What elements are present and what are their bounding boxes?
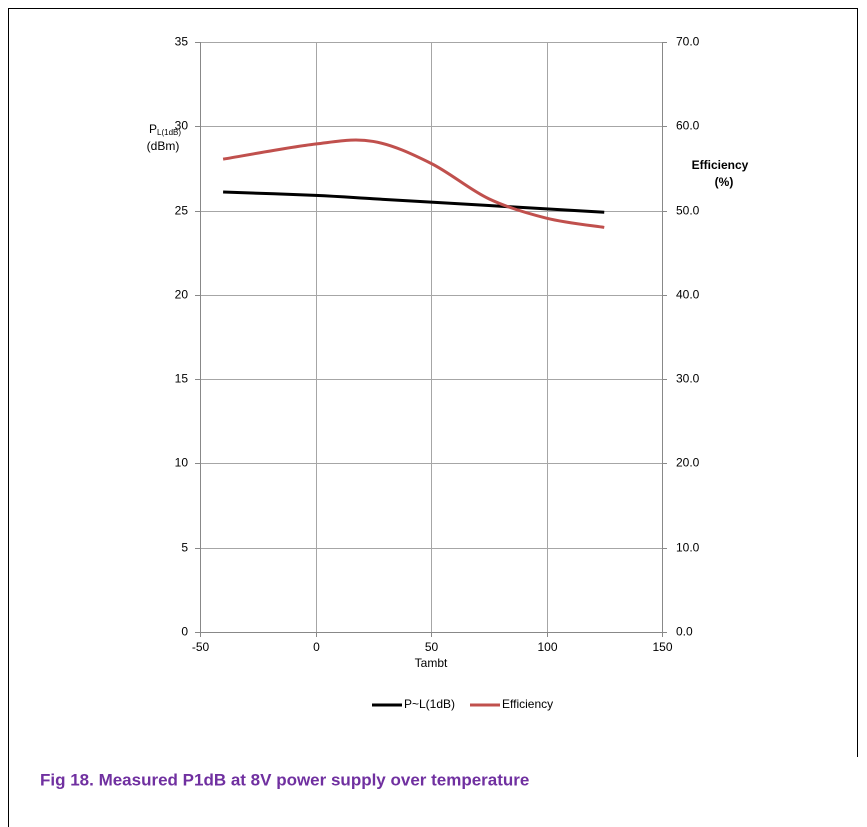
y2-tick-label: 60.0 <box>676 119 700 133</box>
y-tick-label: 20 <box>175 288 189 302</box>
y2-tick-label: 40.0 <box>676 288 700 302</box>
y2-tick-label: 20.0 <box>676 456 700 470</box>
y-label-sub: L(1dB) <box>157 128 181 137</box>
caption: Fig 18. Measured P1dB at 8V power supply… <box>40 770 529 789</box>
y2-tick-label: 0.0 <box>676 625 693 639</box>
x-tick-label: -50 <box>192 640 210 654</box>
y2-label-unit: (%) <box>715 175 734 189</box>
y-label-unit: (dBm) <box>147 139 180 153</box>
y-tick-label: 15 <box>175 372 189 386</box>
legend-label: Efficiency <box>502 697 553 711</box>
legend-label: P~L(1dB) <box>404 697 455 711</box>
y-tick-label: 0 <box>181 625 188 639</box>
y2-tick-label: 30.0 <box>676 372 700 386</box>
y-tick-label: 10 <box>175 456 189 470</box>
x-tick-label: 150 <box>652 640 672 654</box>
y-label-main: P <box>149 122 157 136</box>
x-tick-label: 0 <box>313 640 320 654</box>
y-label: PL(1dB) <box>149 122 181 137</box>
x-tick-label: 100 <box>537 640 557 654</box>
x-tick-label: 50 <box>425 640 439 654</box>
y-tick-label: 35 <box>175 35 189 49</box>
y2-tick-label: 50.0 <box>676 204 700 218</box>
y-tick-label: 5 <box>181 541 188 555</box>
series-line <box>222 138 605 229</box>
y2-tick-label: 70.0 <box>676 35 700 49</box>
y-tick-label: 25 <box>175 204 189 218</box>
x-label: Tambt <box>415 656 448 670</box>
y2-tick-label: 10.0 <box>676 541 700 555</box>
y2-label: Efficiency <box>692 158 749 172</box>
series-line <box>223 190 605 214</box>
y-tick-label: 30 <box>175 119 189 133</box>
